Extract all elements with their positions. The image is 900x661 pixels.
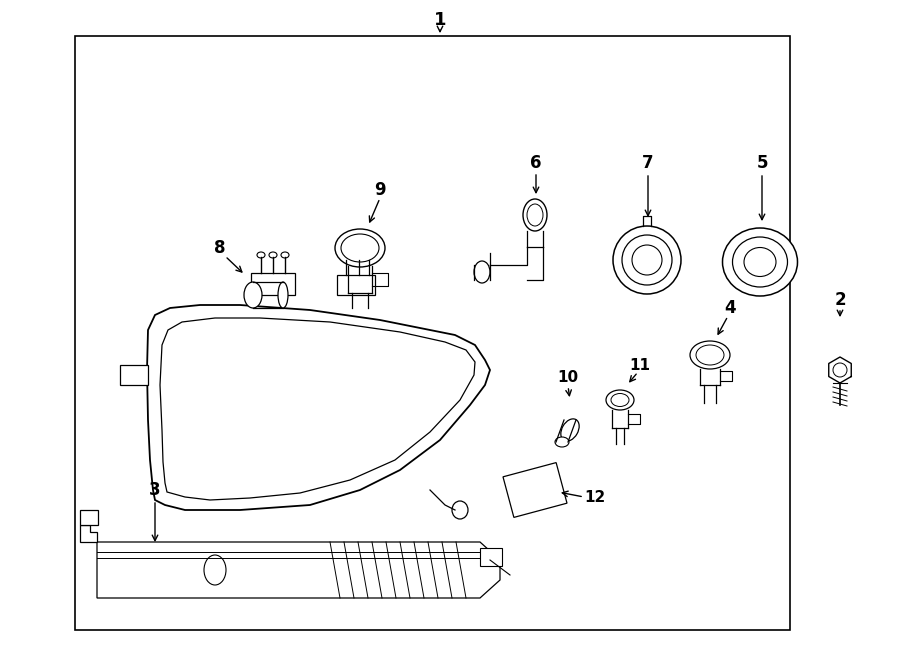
Ellipse shape (257, 252, 265, 258)
Bar (337, 275, 375, 295)
Ellipse shape (204, 555, 226, 585)
Ellipse shape (555, 437, 569, 447)
Text: 4: 4 (724, 299, 736, 317)
Text: 1: 1 (434, 11, 446, 29)
Text: 7: 7 (643, 154, 653, 172)
Polygon shape (120, 365, 148, 385)
Ellipse shape (269, 252, 277, 258)
Ellipse shape (632, 245, 662, 275)
Ellipse shape (723, 228, 797, 296)
Ellipse shape (622, 235, 672, 285)
Text: 10: 10 (557, 371, 579, 385)
Ellipse shape (744, 247, 776, 276)
Text: 3: 3 (149, 481, 161, 499)
Bar (75, 36, 790, 630)
Ellipse shape (523, 199, 547, 231)
Ellipse shape (690, 341, 730, 369)
Ellipse shape (244, 282, 262, 308)
Ellipse shape (527, 204, 543, 226)
Ellipse shape (452, 501, 468, 519)
Ellipse shape (561, 419, 580, 441)
Text: 9: 9 (374, 181, 386, 199)
Polygon shape (97, 542, 500, 598)
Ellipse shape (278, 282, 288, 308)
Ellipse shape (281, 252, 289, 258)
Bar (480, 548, 502, 566)
Ellipse shape (833, 363, 847, 377)
Bar (251, 273, 295, 295)
Text: 12: 12 (584, 490, 606, 506)
Ellipse shape (613, 226, 681, 294)
Polygon shape (147, 305, 490, 510)
Polygon shape (80, 525, 97, 542)
Ellipse shape (606, 390, 634, 410)
Ellipse shape (733, 237, 788, 287)
Ellipse shape (335, 229, 385, 267)
Text: 6: 6 (530, 154, 542, 172)
Text: 11: 11 (629, 358, 651, 373)
Text: 8: 8 (214, 239, 226, 257)
Polygon shape (503, 463, 567, 518)
Text: 2: 2 (834, 291, 846, 309)
Bar (80, 510, 98, 525)
Text: 5: 5 (756, 154, 768, 172)
Ellipse shape (611, 393, 629, 407)
Ellipse shape (696, 345, 724, 365)
Ellipse shape (341, 234, 379, 262)
Ellipse shape (474, 261, 490, 283)
